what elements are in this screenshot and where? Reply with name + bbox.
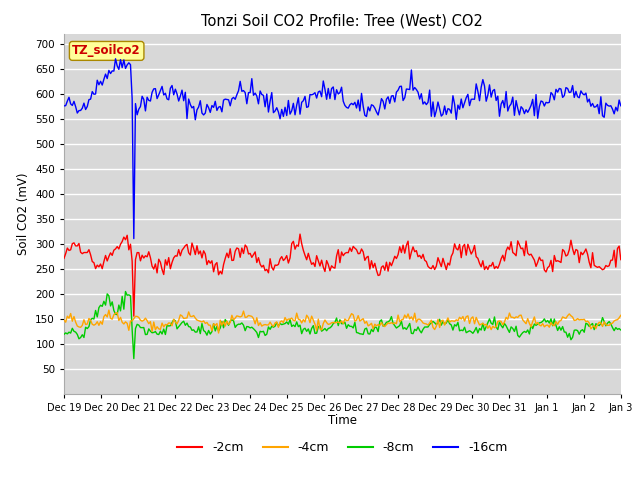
X-axis label: Time: Time [328, 414, 357, 427]
Text: TZ_soilco2: TZ_soilco2 [72, 44, 141, 58]
Legend: -2cm, -4cm, -8cm, -16cm: -2cm, -4cm, -8cm, -16cm [172, 436, 513, 459]
Title: Tonzi Soil CO2 Profile: Tree (West) CO2: Tonzi Soil CO2 Profile: Tree (West) CO2 [202, 13, 483, 28]
Y-axis label: Soil CO2 (mV): Soil CO2 (mV) [17, 172, 29, 255]
